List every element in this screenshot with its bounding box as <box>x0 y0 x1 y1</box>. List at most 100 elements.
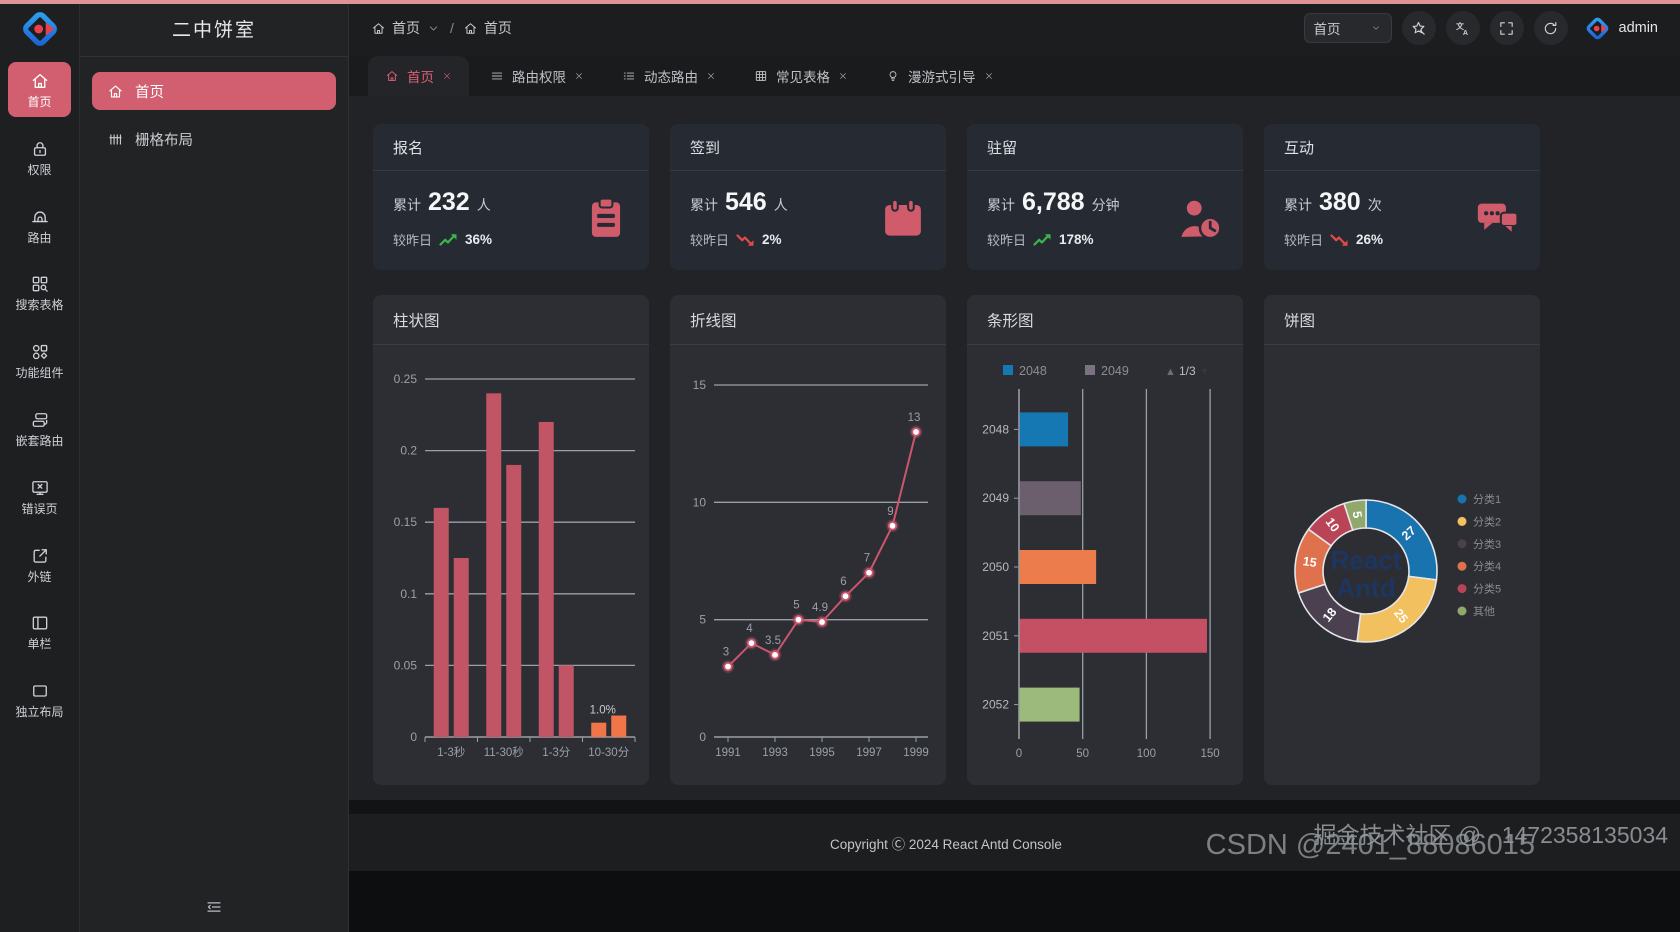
stat-value: 380 <box>1319 188 1361 216</box>
avatar <box>1584 15 1611 42</box>
user-menu[interactable]: admin <box>1584 15 1658 42</box>
menu-icon <box>490 69 504 83</box>
tab-label: 路由权限 <box>512 70 566 85</box>
rail-item-权限[interactable]: 权限 <box>8 130 71 185</box>
fullscreen-icon[interactable] <box>1489 11 1524 45</box>
lock-icon <box>30 139 50 159</box>
rail-item-首页[interactable]: 首页 <box>8 62 71 117</box>
stat-prefix: 累计 <box>987 197 1015 213</box>
stat-card-body: 累计 546 人较昨日 2% <box>670 171 946 249</box>
close-icon[interactable] <box>706 71 716 81</box>
rail-item-功能组件[interactable]: 功能组件 <box>8 333 71 388</box>
tab-首页[interactable]: 首页 <box>368 56 469 96</box>
chevron-down-icon <box>1370 22 1382 34</box>
svg-text:2049: 2049 <box>1101 364 1129 378</box>
tab-路由权限[interactable]: 路由权限 <box>473 56 601 96</box>
svg-text:0: 0 <box>1016 748 1022 760</box>
svg-text:3: 3 <box>723 647 729 659</box>
stat-value: 546 <box>725 188 767 216</box>
svg-text:0.2: 0.2 <box>400 444 417 458</box>
stat-card-title: 报名 <box>373 124 649 171</box>
svg-text:7: 7 <box>864 553 870 565</box>
svg-text:2049: 2049 <box>982 491 1009 505</box>
svg-text:5: 5 <box>699 613 706 627</box>
close-icon[interactable] <box>574 71 584 81</box>
close-icon[interactable] <box>838 71 848 81</box>
error-page-icon <box>30 478 50 498</box>
svg-text:2048: 2048 <box>1019 364 1047 378</box>
submenu-item-栅格布局[interactable]: 栅格布局 <box>92 120 336 158</box>
svg-text:React: React <box>1331 545 1402 575</box>
reload-icon[interactable] <box>1533 11 1568 45</box>
submenu-item-首页[interactable]: 首页 <box>92 72 336 110</box>
stat-prefix: 累计 <box>393 197 421 213</box>
rail-item-label: 首页 <box>27 95 52 109</box>
close-icon[interactable] <box>442 71 452 81</box>
rail-item-外链[interactable]: 外链 <box>8 537 71 592</box>
home-icon <box>385 69 399 83</box>
tab-漫游式引导[interactable]: 漫游式引导 <box>869 56 1011 96</box>
svg-text:2051: 2051 <box>982 629 1009 643</box>
tab-动态路由[interactable]: 动态路由 <box>605 56 733 96</box>
stat-unit: 分钟 <box>1091 197 1120 213</box>
breadcrumb-item-0[interactable]: 首页 <box>371 18 441 38</box>
stat-card-签到: 签到 累计 546 人较昨日 2% <box>670 124 946 270</box>
rail-item-label: 权限 <box>27 162 52 177</box>
list-icon <box>622 69 636 83</box>
external-link-icon <box>30 546 50 566</box>
svg-text:4.9: 4.9 <box>812 602 828 614</box>
stat-compare-label: 较昨日 <box>1284 233 1324 248</box>
app-title: 二中饼室 <box>80 0 348 57</box>
app-logo[interactable] <box>19 0 61 58</box>
stat-unit: 人 <box>476 197 491 213</box>
theme-icon[interactable] <box>1401 11 1436 45</box>
chart-title: 柱状图 <box>373 295 649 345</box>
stat-value: 232 <box>428 188 470 216</box>
stat-card-驻留: 驻留 累计 6,788 分钟 较昨日 178% <box>967 124 1243 270</box>
svg-text:分类1: 分类1 <box>1473 492 1501 506</box>
clipboard-icon <box>583 196 629 242</box>
svg-text:▼: ▼ <box>1199 366 1210 378</box>
rail-item-嵌套路由[interactable]: 嵌套路由 <box>8 401 71 456</box>
user-clock-icon <box>1177 196 1223 242</box>
rail-item-独立布局[interactable]: 独立布局 <box>8 672 71 727</box>
svg-text:其他: 其他 <box>1473 605 1495 618</box>
chart-card-条形图: 条形图 2048 2049 ▲ 1/3 ▼ 0 50 100 150 2048 2049 2050 205… <box>967 295 1243 785</box>
rail-item-单栏[interactable]: 单栏 <box>8 604 71 659</box>
stat-total-line: 累计 232 人 <box>393 188 492 217</box>
svg-text:1-3秒: 1-3秒 <box>437 745 465 759</box>
stat-cards-row: 报名 累计 232 人较昨日 36% 签到 累计 546 人较昨日 2% 驻留 累计 6,788 分钟 较昨… <box>373 124 1680 270</box>
tab-常见表格[interactable]: 常见表格 <box>737 56 865 96</box>
chat-icon <box>1474 196 1520 242</box>
rail-item-路由[interactable]: 路由 <box>8 198 71 253</box>
bulb-icon <box>886 69 900 83</box>
rail-item-label: 错误页 <box>21 501 58 516</box>
stat-compare-line: 较昨日 2% <box>690 230 788 249</box>
svg-text:18: 18 <box>1320 605 1340 625</box>
stat-card-body: 累计 232 人较昨日 36% <box>373 171 649 249</box>
svg-text:1997: 1997 <box>856 747 882 759</box>
trend-down-icon <box>1330 233 1349 247</box>
svg-text:1/3: 1/3 <box>1179 364 1196 378</box>
breadcrumb-item-1[interactable]: 首页 <box>463 18 512 38</box>
rail-item-搜索表格[interactable]: 搜索表格 <box>8 265 71 320</box>
svg-text:5: 5 <box>793 600 799 612</box>
chart-title: 条形图 <box>967 295 1243 345</box>
svg-text:100: 100 <box>1137 748 1156 760</box>
stat-card-body: 累计 6,788 分钟 较昨日 178% <box>967 171 1243 249</box>
menu-fold-icon[interactable] <box>199 894 229 920</box>
rail-item-错误页[interactable]: 错误页 <box>8 469 71 524</box>
close-icon[interactable] <box>984 71 994 81</box>
stat-percent: 178% <box>1059 232 1094 247</box>
svg-text:1.0%: 1.0% <box>590 705 616 717</box>
page-select[interactable]: 首页 <box>1303 13 1392 43</box>
chart-card-饼图: 饼图 27 25 18 15 10 5 React Antd 分类1 分类2 分类3 分类4 分类5 其他 <box>1264 295 1540 785</box>
breadcrumb-separator: / <box>450 20 454 36</box>
rail-item-label: 外链 <box>27 569 52 584</box>
chart-bar: 0 0.05 0.1 0.15 0.2 0.25 1.0% 1-3秒 11-30秒 1-3分 10-… <box>373 345 649 785</box>
stat-card-metrics: 累计 546 人较昨日 2% <box>690 188 788 249</box>
stat-total-line: 累计 380 次 <box>1284 188 1383 217</box>
rail-nav: 首页权限路由搜索表格功能组件嵌套路由错误页外链单栏独立布局 <box>8 62 71 727</box>
